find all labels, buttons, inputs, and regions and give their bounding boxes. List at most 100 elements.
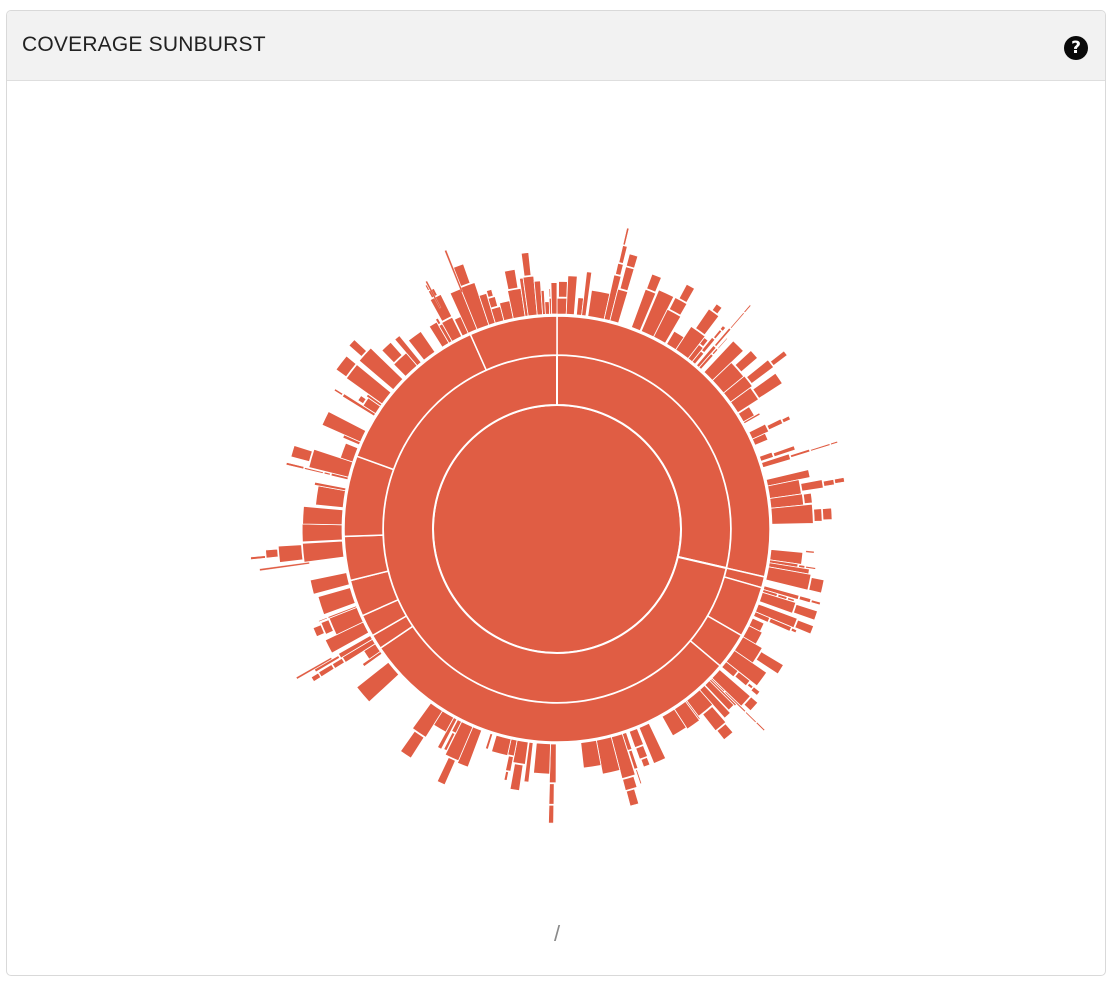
sunburst-arc-depth6[interactable]	[755, 721, 766, 732]
sunburst-arc-depth4[interactable]	[752, 372, 783, 399]
sunburst-arc-depth5[interactable]	[822, 479, 835, 487]
sunburst-arc-depth5[interactable]	[265, 548, 279, 559]
sunburst-arc-depth3[interactable]	[698, 353, 714, 370]
question-circle-icon[interactable]: ?	[1064, 36, 1088, 60]
sunburst-arc-depth3[interactable]	[758, 591, 797, 614]
sunburst-arc-depth5[interactable]	[711, 303, 723, 315]
sunburst-arc-depth3[interactable]	[356, 661, 400, 703]
sunburst-arc-depth4[interactable]	[357, 395, 367, 405]
sunburst-arc-depth5[interactable]	[318, 664, 335, 678]
sunburst-arc-depth4[interactable]	[619, 266, 635, 292]
sunburst-arc-depth4[interactable]	[348, 339, 368, 358]
sunburst-arc-depth5[interactable]	[744, 711, 757, 724]
sunburst-arc-depth3[interactable]	[730, 387, 760, 414]
sunburst-arc-depth3[interactable]	[451, 719, 463, 734]
sunburst-arc-depth4[interactable]	[668, 296, 688, 316]
sunburst-arc-depth3[interactable]	[309, 572, 350, 595]
sunburst-arc-depth4[interactable]	[646, 273, 662, 293]
sunburst-arc-depth5[interactable]	[713, 329, 723, 340]
sunburst-arc-depth3[interactable]	[721, 661, 739, 678]
sunburst-arc-depth4[interactable]	[290, 445, 313, 463]
sunburst-arc-depth3[interactable]	[628, 727, 645, 749]
sunburst-arc-spike[interactable]	[296, 657, 332, 680]
sunburst-arc-depth4[interactable]	[699, 337, 709, 348]
sunburst-arc-depth4[interactable]	[333, 388, 344, 397]
sunburst-arc-depth3[interactable]	[581, 271, 593, 317]
sunburst-arc-spike[interactable]	[444, 250, 464, 293]
sunburst-arc-depth5[interactable]	[770, 350, 788, 366]
sunburst-arc-depth4[interactable]	[808, 577, 825, 594]
sunburst-arc-depth3[interactable]	[770, 503, 814, 525]
sunburst-arc-depth5[interactable]	[810, 443, 831, 452]
sunburst-arc-depth3[interactable]	[321, 411, 367, 443]
sunburst-arc-depth3[interactable]	[765, 566, 812, 591]
sunburst-arc-depth4[interactable]	[509, 763, 524, 792]
sunburst-arc-depth4[interactable]	[628, 749, 639, 770]
sunburst-arc-depth3[interactable]	[565, 275, 578, 316]
sunburst-arc-depth3[interactable]	[556, 297, 568, 315]
breadcrumb[interactable]: /	[553, 921, 561, 946]
sunburst-arc-depth5[interactable]	[503, 771, 509, 781]
sunburst-arc-depth3[interactable]	[704, 680, 735, 711]
sunburst-arc-depth5[interactable]	[312, 624, 325, 637]
sunburst-arc-depth4[interactable]	[766, 418, 784, 431]
sunburst-arc-depth4[interactable]	[800, 479, 824, 492]
sunburst-arc-depth6[interactable]	[250, 555, 266, 560]
sunburst-arc-depth3[interactable]	[609, 288, 629, 324]
sunburst-arc-depth3[interactable]	[345, 363, 392, 405]
sunburst-arc-depth3[interactable]	[491, 734, 512, 757]
sunburst-arc-depth3[interactable]	[580, 739, 602, 769]
sunburst-arc-depth5[interactable]	[640, 757, 651, 768]
sunburst-arc-spike[interactable]	[805, 550, 815, 554]
sunburst-arc-depth3[interactable]	[751, 432, 769, 446]
sunburst-arc-depth4[interactable]	[320, 619, 334, 635]
sunburst-arc-depth4[interactable]	[792, 603, 819, 621]
sunburst-arc-depth3[interactable]	[638, 722, 667, 765]
sunburst-arc-depth6[interactable]	[622, 227, 630, 246]
sunburst-arc-depth4[interactable]	[317, 616, 328, 623]
sunburst-arc-depth4[interactable]	[700, 336, 716, 354]
sunburst-arc-depth4[interactable]	[399, 730, 425, 759]
sunburst-arc-depth5[interactable]	[635, 769, 643, 785]
sunburst-arc-depth4[interactable]	[331, 657, 346, 670]
sunburst-arc-depth3[interactable]	[550, 282, 558, 315]
sunburst-arc-depth3[interactable]	[339, 442, 359, 463]
sunburst-arc-spike[interactable]	[259, 562, 310, 571]
sunburst-arc-depth3[interactable]	[691, 350, 705, 365]
sunburst-arc-depth3[interactable]	[327, 605, 358, 619]
sunburst-arc-depth4[interactable]	[452, 263, 471, 287]
sunburst-arc-depth6[interactable]	[720, 325, 726, 332]
sunburst-arc-depth6[interactable]	[743, 304, 752, 313]
sunburst-arc-depth4[interactable]	[436, 756, 456, 786]
sunburst-arc-spike[interactable]	[425, 280, 442, 309]
sunburst-arc-depth6[interactable]	[425, 284, 430, 291]
sunburst-arc-depth3[interactable]	[753, 611, 771, 623]
sunburst-arc-depth4[interactable]	[277, 544, 304, 563]
sunburst-arc-depth3[interactable]	[653, 308, 682, 344]
sunburst-arc-depth6[interactable]	[750, 686, 761, 696]
sunburst-arc-depth5[interactable]	[805, 565, 816, 570]
sunburst-arc-depth3[interactable]	[742, 412, 761, 425]
sunburst-arc-depth4[interactable]	[548, 288, 552, 298]
sunburst-arc-depth4[interactable]	[429, 293, 453, 322]
sunburst-arc-depth3[interactable]	[758, 451, 774, 462]
sunburst-arc-depth4[interactable]	[734, 349, 759, 373]
sunburst-arc-depth6[interactable]	[285, 462, 305, 470]
sunburst-arc-depth4[interactable]	[313, 654, 341, 673]
sunburst-arc-depth5[interactable]	[678, 283, 695, 303]
sunburst-arc-depth4[interactable]	[558, 280, 568, 298]
sunburst-arc-depth4[interactable]	[802, 492, 813, 505]
sunburst-arc-depth6[interactable]	[830, 440, 838, 446]
sunburst-arc-depth4[interactable]	[635, 744, 649, 760]
sunburst-arc-depth5[interactable]	[729, 312, 745, 329]
sunburst-arc-depth3[interactable]	[301, 523, 343, 543]
sunburst-arc-depth4[interactable]	[711, 347, 719, 356]
sunburst-arc-depth5[interactable]	[716, 723, 734, 741]
sunburst-arc-depth3[interactable]	[533, 742, 551, 775]
sunburst-arc-depth5[interactable]	[810, 599, 821, 606]
sunburst-arc-depth4[interactable]	[713, 327, 732, 348]
sunburst-arc-depth4[interactable]	[755, 651, 785, 675]
sunburst-arc-depth5[interactable]	[626, 788, 640, 807]
sunburst-arc-depth3[interactable]	[441, 316, 463, 342]
sunburst-arc-depth3[interactable]	[313, 481, 347, 492]
